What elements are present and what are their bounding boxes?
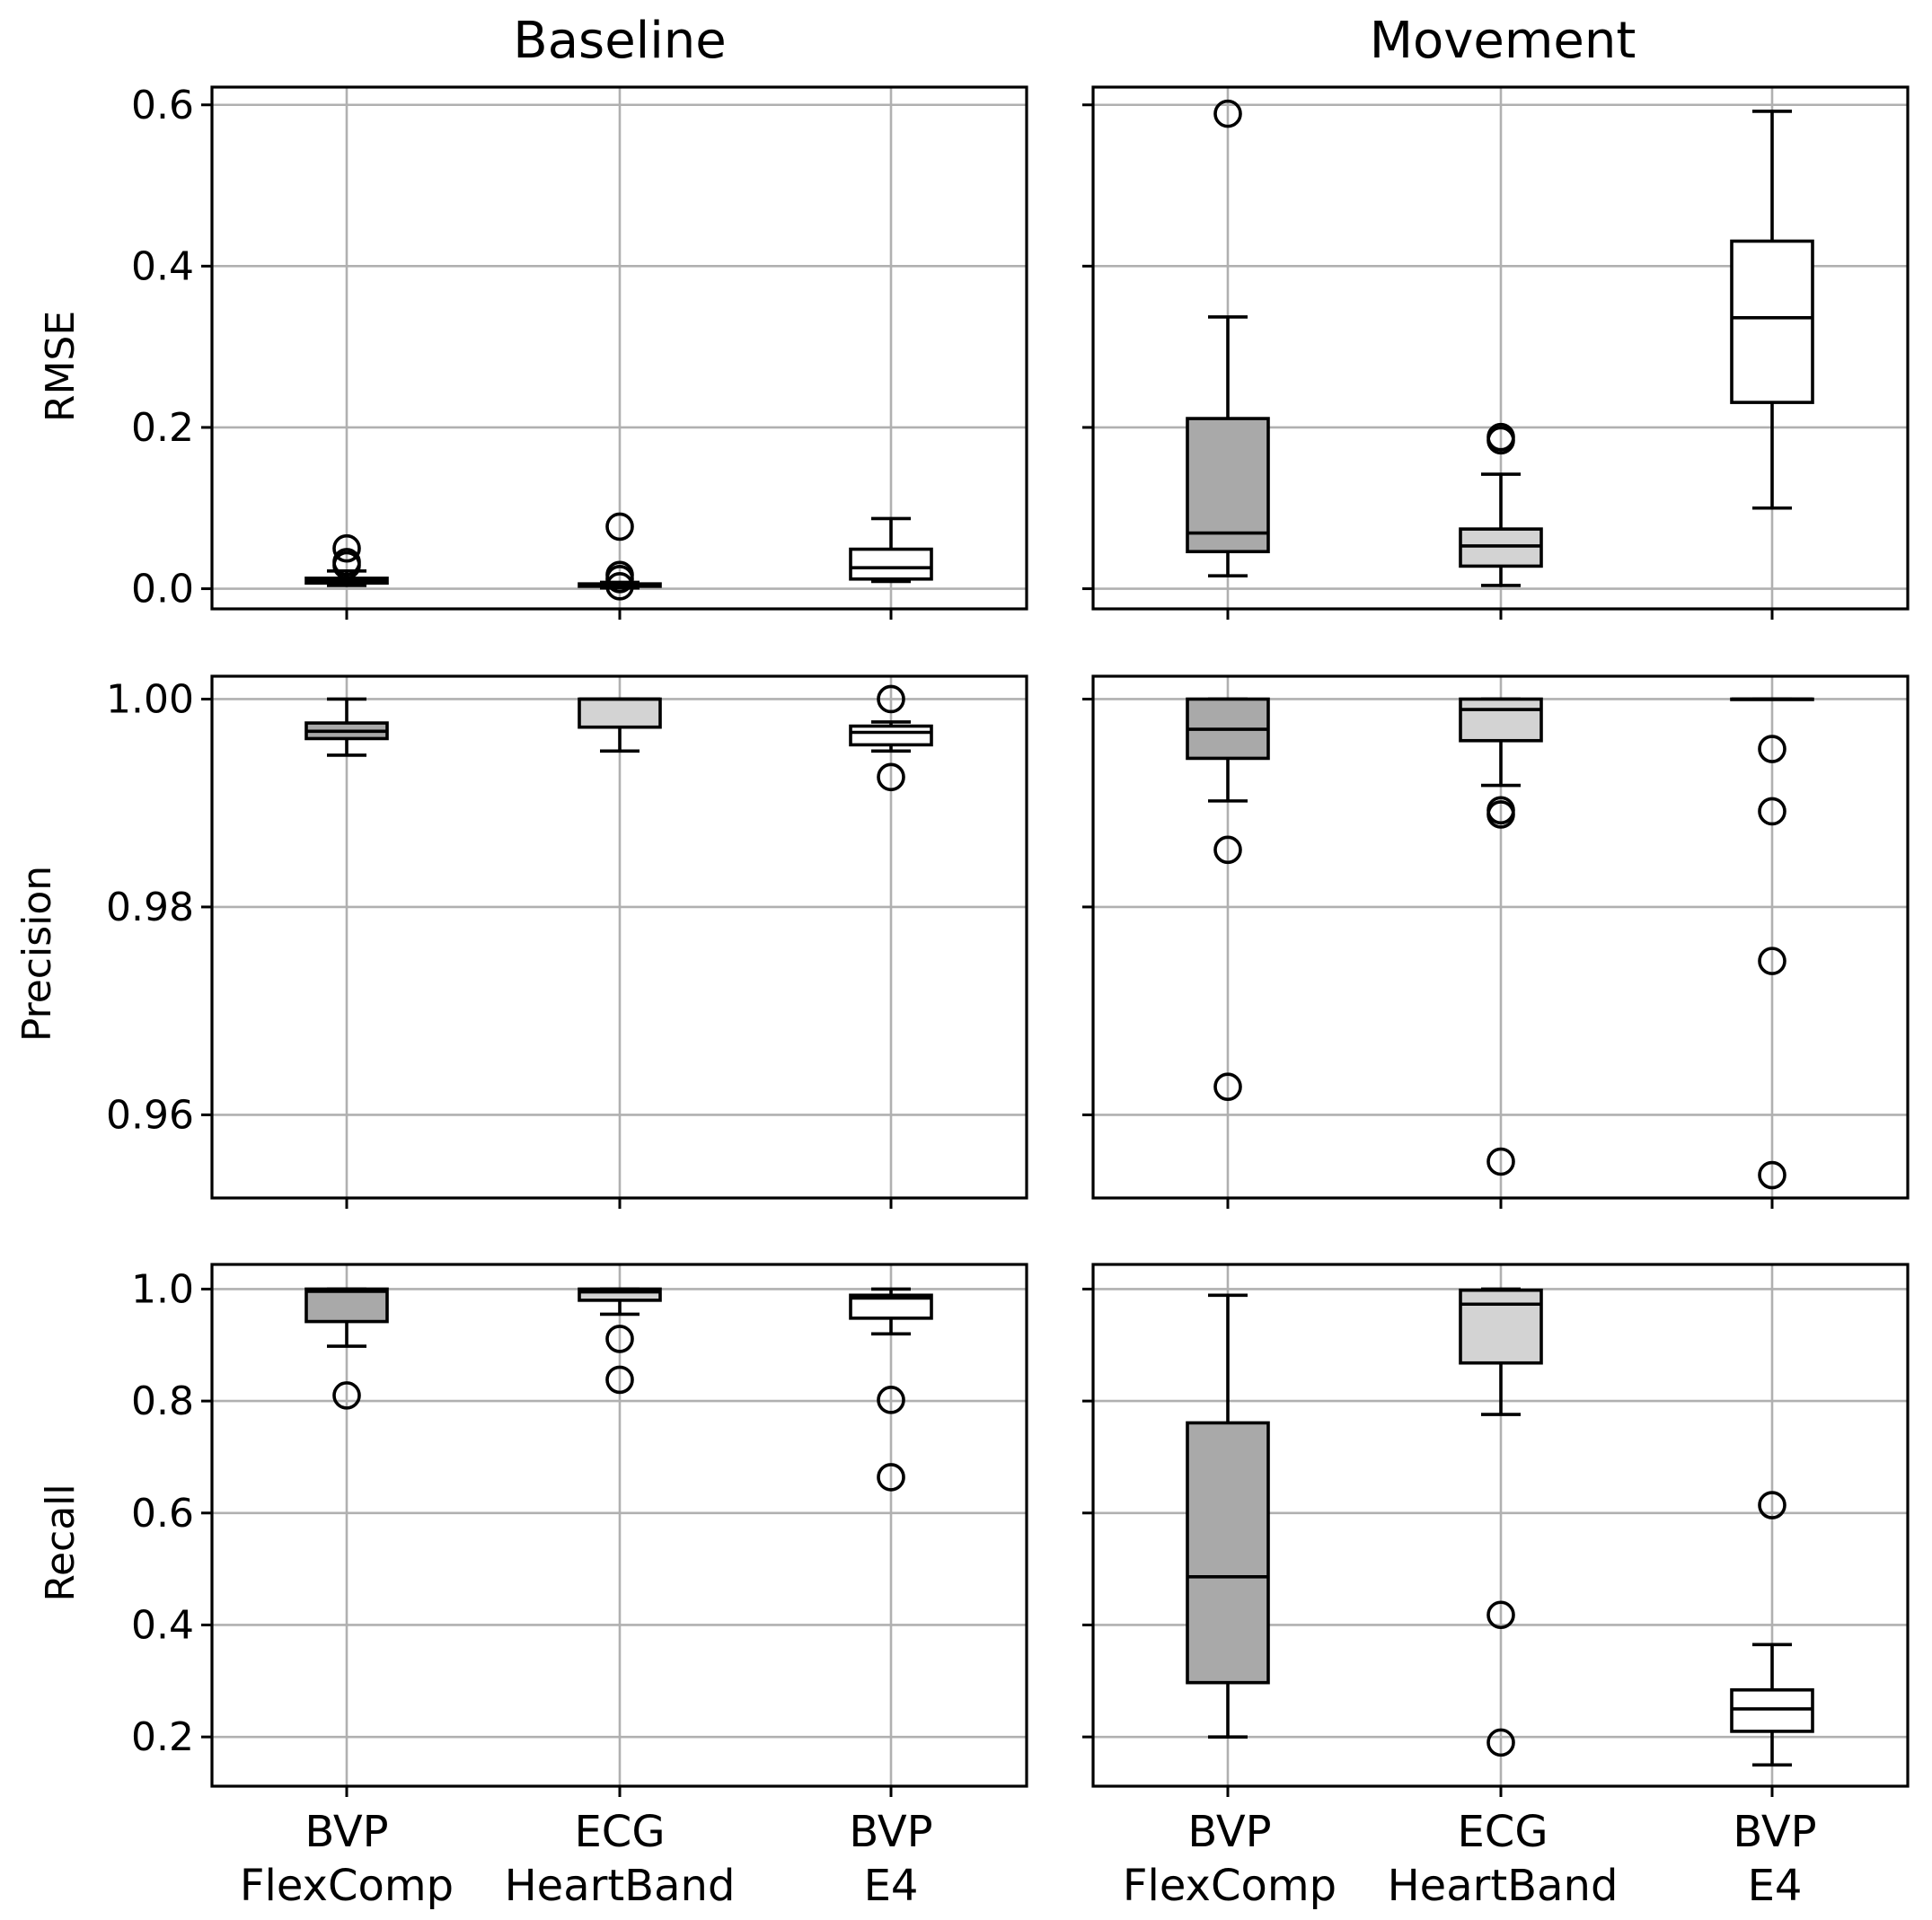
box-3 (1730, 1491, 1814, 1767)
box-3 (849, 1287, 933, 1492)
box-3 (849, 684, 933, 792)
category-label-movement-2-line1: ECG (1457, 1807, 1548, 1857)
category-label-baseline-1-line1: BVP (304, 1807, 388, 1857)
outlier-point (605, 1325, 634, 1353)
axes-frame (1091, 674, 1910, 1200)
category-label-movement-3-line1: BVP (1733, 1807, 1816, 1857)
box-iqr (1459, 1288, 1543, 1365)
axes-frame (1091, 85, 1910, 611)
y-tick-label: 1.0 (131, 1266, 194, 1312)
outlier-point (877, 1386, 905, 1414)
axes-frame (210, 1263, 1028, 1788)
axes-frame (210, 85, 1028, 611)
box-1 (304, 533, 389, 587)
y-tick-label: 0.98 (106, 885, 194, 930)
y-tick-label: 0.4 (131, 243, 194, 289)
category-label-baseline-3-line2: E4 (864, 1861, 919, 1911)
axes-frame (1091, 1263, 1910, 1788)
outlier-point (1758, 1160, 1786, 1190)
box-iqr (1186, 1421, 1270, 1685)
y-tick-label: 0.4 (131, 1602, 194, 1648)
category-label-baseline-2-line1: ECG (574, 1807, 665, 1857)
box-iqr (304, 1287, 389, 1324)
box-1 (304, 1287, 389, 1410)
y-tick-label: 0.2 (131, 1714, 194, 1760)
outlier-point (877, 762, 905, 792)
category-label-movement-3-line2: E4 (1748, 1861, 1803, 1911)
outlier-point (332, 1381, 361, 1410)
box-iqr (849, 547, 933, 581)
category-label-movement-2-line2: HeartBand (1388, 1861, 1619, 1911)
y-axis-label-precision: Precision (14, 866, 60, 1042)
box-2 (578, 1287, 662, 1395)
y-tick-label: 1.00 (106, 676, 194, 722)
column-title-movement: Movement (1370, 12, 1636, 70)
outlier-point (1758, 735, 1786, 763)
outlier-point (1486, 796, 1515, 825)
box-iqr (1730, 1687, 1814, 1733)
box-2 (1459, 422, 1543, 587)
y-tick-label: 0.0 (131, 567, 194, 612)
outlier-point (605, 512, 634, 542)
outlier-point (877, 684, 905, 714)
panel-baseline-recall: 0.2 0.4 0.6 0.8 1.0 (131, 1263, 1028, 1797)
box-1 (1186, 99, 1270, 577)
box-iqr (1730, 239, 1814, 404)
outlier-point (1213, 1072, 1242, 1101)
plot-area: 0.0 0.2 0.4 0.6 0.96 0.98 1.00 0.2 0.4 0.6 0.8 1.0 (106, 83, 1910, 1797)
y-tick-label: 0.8 (131, 1378, 194, 1424)
y-tick-label: 0.96 (106, 1092, 194, 1138)
outlier-point (1486, 1147, 1515, 1176)
outlier-point (605, 572, 634, 601)
category-label-movement-1-line2: FlexComp (1123, 1861, 1337, 1911)
box-3 (849, 516, 933, 584)
panel-movement-recall (1082, 1263, 1910, 1797)
outlier-point (1486, 1600, 1515, 1630)
box-2 (1459, 1287, 1543, 1757)
outlier-point (877, 1463, 905, 1492)
y-tick-label: 0.6 (131, 83, 194, 128)
category-label-baseline-2-line2: HeartBand (505, 1861, 736, 1911)
column-title-baseline: Baseline (513, 12, 726, 70)
panel-baseline-precision: 0.96 0.98 1.00 (106, 674, 1028, 1209)
panel-movement-precision (1082, 674, 1910, 1209)
box-iqr (1186, 417, 1270, 554)
category-label-baseline-3-line1: BVP (849, 1807, 932, 1857)
outlier-point (1213, 835, 1242, 865)
box-1 (1186, 1293, 1270, 1739)
y-tick-label: 0.6 (131, 1491, 194, 1537)
category-label-baseline-1-line2: FlexComp (240, 1861, 454, 1911)
box-iqr (578, 697, 662, 729)
box-2 (1459, 697, 1543, 1176)
outlier-point (605, 564, 634, 594)
box-1 (304, 697, 389, 757)
category-label-movement-1-line1: BVP (1187, 1807, 1271, 1857)
outlier-point (332, 550, 361, 580)
outlier-point (1758, 797, 1786, 826)
axes-frame (210, 674, 1028, 1200)
panel-baseline-rmse: 0.0 0.2 0.4 0.6 (131, 83, 1028, 620)
outlier-point (332, 533, 361, 563)
box-1 (1186, 697, 1270, 1101)
box-3 (1730, 110, 1814, 510)
outlier-point (1758, 1491, 1786, 1519)
panel-movement-rmse (1082, 85, 1910, 620)
box-2 (578, 697, 662, 753)
box-3 (1730, 697, 1814, 1190)
outlier-point (1213, 99, 1242, 128)
y-axis-label-rmse: RMSE (38, 311, 84, 422)
y-tick-label: 0.2 (131, 405, 194, 451)
box-iqr (849, 724, 933, 747)
outlier-point (1486, 1728, 1515, 1757)
box-iqr (1459, 697, 1543, 743)
box-2 (578, 512, 662, 601)
y-axis-label-recall: Recall (38, 1484, 84, 1601)
outlier-point (1486, 422, 1515, 452)
outlier-point (605, 1365, 634, 1395)
outlier-point (1758, 947, 1786, 975)
